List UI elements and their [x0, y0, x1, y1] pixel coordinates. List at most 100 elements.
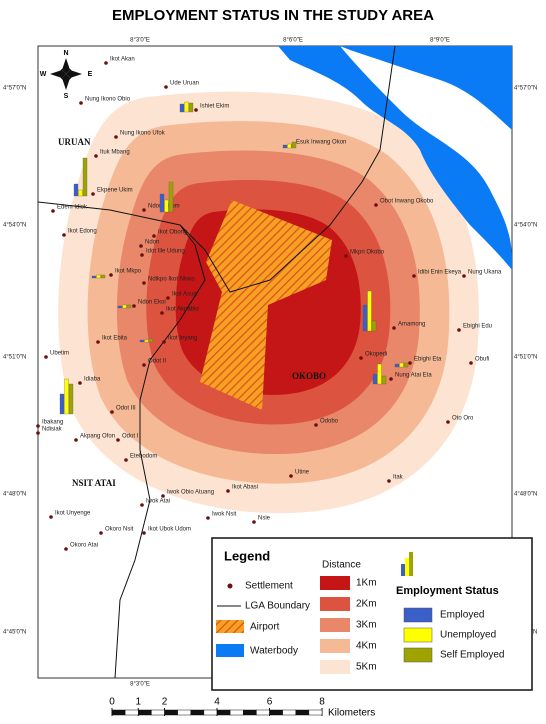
settlement-label: Okopedi [365, 352, 387, 358]
status-bar [144, 339, 149, 343]
settlement-label: Idibi Enin Ekeya [418, 270, 462, 276]
scale-segment [216, 709, 231, 716]
settlement-dot [457, 328, 461, 332]
status-bar [291, 141, 297, 149]
status-bar [168, 181, 174, 213]
compass-s: S [64, 93, 69, 100]
region-label: OKOBO [292, 371, 326, 381]
status-bar [394, 363, 400, 368]
settlement-label: Akpang Ofon [80, 434, 115, 440]
settlement-dot [289, 474, 293, 478]
settlement-label: Nung Ikono Ufok [120, 131, 166, 137]
settlement-label: Ubetim [50, 351, 69, 357]
settlement-label: Nung Ikono Obio [85, 97, 131, 103]
status-swatch [403, 607, 433, 623]
scale-segment [111, 709, 126, 716]
status-bar [100, 274, 106, 279]
latitude-label: 4°54'0"N [514, 223, 537, 229]
settlement-dot [79, 101, 83, 105]
status-bar [159, 193, 165, 213]
longitude-label: 8°9'0"E [430, 38, 450, 44]
compass-n: N [63, 50, 68, 57]
compass: N S W E [40, 50, 93, 100]
settlement-dot [116, 438, 120, 442]
compass-e: E [88, 71, 93, 78]
settlement-label: Ndisiak [42, 427, 63, 433]
settlement-dot [94, 154, 98, 158]
legend-title: Legend [224, 548, 270, 563]
settlement-label: Ikot Ebita [102, 336, 128, 342]
settlement-label: Ituk Mbang [100, 150, 130, 156]
settlement-label: Ikot Unyenge [55, 511, 91, 517]
status-bar [126, 304, 132, 309]
status-bar [287, 143, 292, 149]
settlement-label: Odot III [116, 406, 136, 412]
settlement-label: Itak [393, 475, 404, 481]
latitude-label: 4°45'0"N [3, 630, 26, 636]
status-bar [148, 338, 154, 343]
settlement-dot [51, 209, 55, 213]
distance-swatch [320, 576, 350, 590]
settlement-dot [344, 254, 348, 258]
settlement-label: Nung Atai Eta [395, 373, 432, 379]
status-bar [64, 378, 69, 415]
settlement-dot [140, 503, 144, 507]
settlement-label: Nung Ukana [468, 270, 502, 276]
status-bar [403, 362, 409, 368]
settlement-dot [374, 203, 378, 207]
settlement-label: Idiaba [84, 377, 101, 383]
legend-label: 4Km [356, 641, 377, 652]
scale-segment [282, 709, 296, 716]
status-swatch [403, 627, 433, 643]
settlement-dot [114, 135, 118, 139]
legend-label: Settlement [245, 581, 293, 592]
settlement-dot [109, 273, 113, 277]
settlement-label: Ikot Ubok Udom [148, 527, 191, 533]
scale-tick-label: 1 [135, 697, 141, 708]
settlement-dot [160, 311, 164, 315]
settlement-label: Mkpri Okobo [350, 250, 385, 256]
settlement-dot [206, 516, 210, 520]
latitude-label: 4°51'0"N [514, 355, 537, 361]
scale-segment [243, 709, 257, 716]
settlement-dot [140, 253, 144, 257]
settlement-dot [142, 531, 146, 535]
settlement-label: Esuk Inwang Okon [296, 140, 346, 146]
settlement-dot [162, 340, 166, 344]
latitude-label: 4°48'0"N [3, 492, 26, 498]
settlement-dot [104, 61, 108, 65]
settlement-dot [408, 361, 412, 365]
settlement-dot [74, 438, 78, 442]
latitude-label: 4°51'0"N [3, 355, 26, 361]
legend-label: 3Km [356, 620, 377, 631]
settlement-dot [161, 494, 165, 498]
legend-label: Employed [440, 610, 484, 621]
settlement-label: Ikot Obong [158, 230, 187, 236]
scale-segment [124, 709, 139, 716]
scale-unit: Kilometers [328, 708, 375, 719]
settlement-label: Iwok Nsit [212, 512, 237, 518]
settlement-dot [194, 108, 198, 112]
scale-segment [190, 709, 205, 716]
settlement-dot [462, 274, 466, 278]
scale-tick-label: 2 [162, 697, 168, 708]
settlement-label: Ikot Edong [68, 229, 97, 235]
scale-tick-label: 8 [319, 697, 325, 708]
settlement-dot [252, 520, 256, 524]
settlement-dot [142, 208, 146, 212]
status-bar [122, 304, 127, 309]
scale-segment [295, 709, 310, 716]
scale-segment [177, 709, 191, 716]
settlement-label: Iwok Obio Atuang [167, 490, 214, 496]
settlement-label: Oto Oro [452, 416, 474, 422]
latitude-label: 4°57'0"N [3, 86, 26, 92]
settlement-dot [359, 356, 363, 360]
scale-segment [269, 709, 283, 716]
latitude-label: 4°48'0"N [514, 492, 537, 498]
status-bar [399, 362, 404, 368]
status-bar [91, 275, 97, 279]
scale-segment [138, 709, 152, 716]
settlement-label: Odot II [148, 359, 166, 365]
scale-segment [308, 709, 323, 716]
